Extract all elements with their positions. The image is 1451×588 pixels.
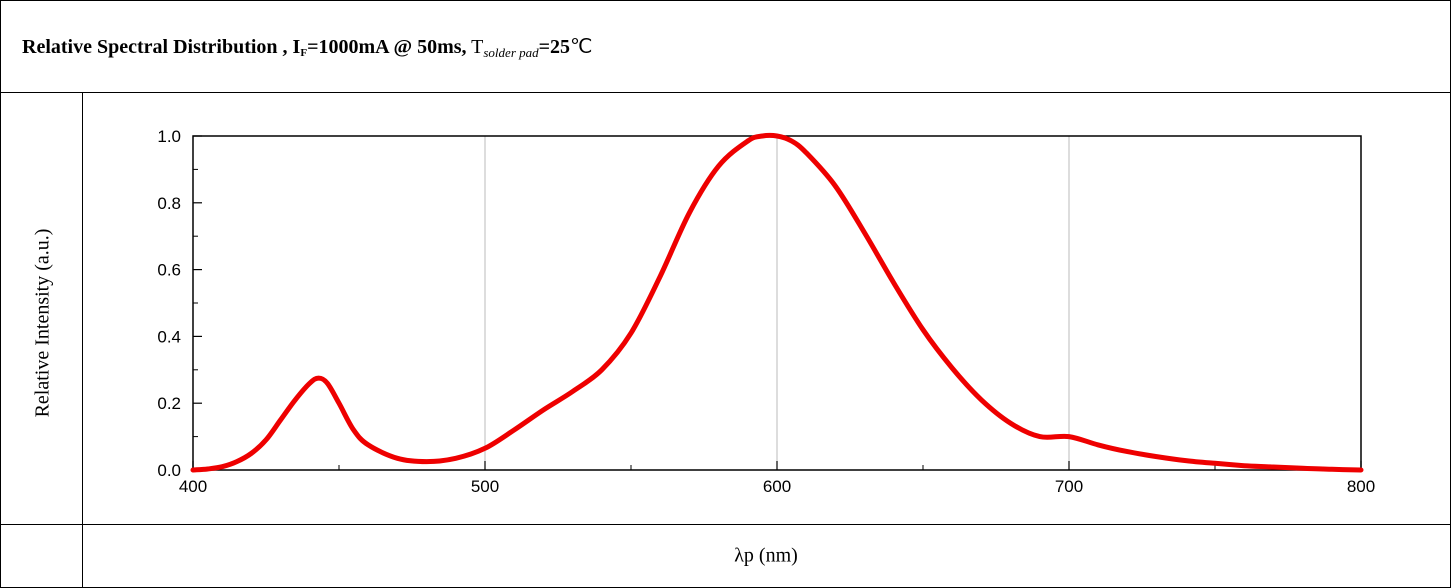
chart-title: Relative Spectral Distribution , IF=1000…	[22, 34, 593, 61]
current-value: =1000mA @ 50ms,	[307, 36, 467, 58]
title-prefix: Relative Spectral Distribution ,	[22, 36, 293, 58]
x-tick-label: 400	[179, 477, 207, 496]
x-tick-label: 800	[1347, 477, 1375, 496]
temp-subscript: solder pad	[483, 45, 539, 60]
y-tick-label: 0.2	[157, 394, 181, 413]
x-tick-label: 600	[763, 477, 791, 496]
y-tick-label: 0.4	[157, 327, 181, 346]
temp-unit: ℃	[570, 36, 593, 58]
x-tick-label: 700	[1055, 477, 1083, 496]
title-row-divider	[1, 92, 1450, 93]
y-tick-label: 0.8	[157, 194, 181, 213]
current-symbol: I	[292, 36, 301, 58]
y-tick-label: 0.6	[157, 261, 181, 280]
y-tick-label: 0.0	[157, 461, 181, 480]
x-tick-label: 500	[471, 477, 499, 496]
ylabel-column-divider	[82, 93, 83, 587]
spectral-curve-line	[190, 132, 1364, 473]
current-subscript: F	[300, 47, 308, 59]
xlabel-row-divider	[1, 524, 1450, 525]
temp-value: =25	[538, 36, 571, 58]
y-tick-label: 1.0	[157, 127, 181, 146]
temp-symbol: T	[471, 36, 484, 58]
x-axis-label: λp (nm)	[734, 544, 798, 567]
